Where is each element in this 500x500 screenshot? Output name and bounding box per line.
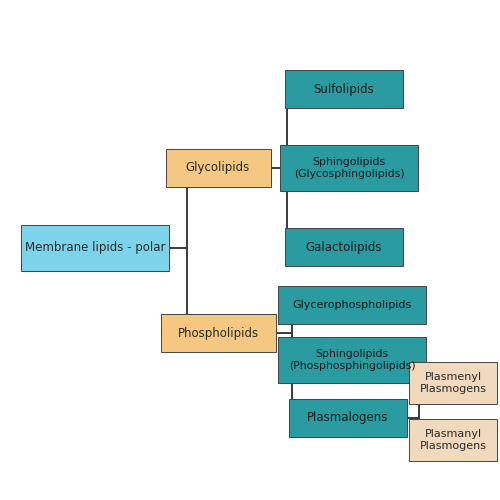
Text: Plasmenyl
Plasmogens: Plasmenyl Plasmogens <box>420 372 486 394</box>
FancyBboxPatch shape <box>278 337 426 383</box>
FancyBboxPatch shape <box>278 286 426 324</box>
Text: Plasmanyl
Plasmogens: Plasmanyl Plasmogens <box>420 429 486 451</box>
FancyBboxPatch shape <box>285 228 403 266</box>
Text: Sphingolipids
(Glycosphingolipids): Sphingolipids (Glycosphingolipids) <box>294 157 405 179</box>
FancyBboxPatch shape <box>21 225 169 271</box>
FancyBboxPatch shape <box>160 314 276 352</box>
Text: Phospholipids: Phospholipids <box>178 326 258 340</box>
Text: Glycerophospholipids: Glycerophospholipids <box>292 300 412 310</box>
Text: Plasmalogens: Plasmalogens <box>308 412 388 424</box>
Text: Membrane lipids - polar: Membrane lipids - polar <box>25 242 165 254</box>
FancyBboxPatch shape <box>289 399 407 437</box>
Text: Glycolipids: Glycolipids <box>186 162 250 174</box>
FancyBboxPatch shape <box>166 149 270 187</box>
FancyBboxPatch shape <box>285 70 403 108</box>
Text: Sphingolipids
(Phosphosphingolipids): Sphingolipids (Phosphosphingolipids) <box>288 349 416 371</box>
FancyBboxPatch shape <box>409 362 497 404</box>
Text: Galactolipids: Galactolipids <box>306 240 382 254</box>
FancyBboxPatch shape <box>280 145 418 191</box>
Text: Sulfolipids: Sulfolipids <box>314 82 374 96</box>
FancyBboxPatch shape <box>409 419 497 461</box>
